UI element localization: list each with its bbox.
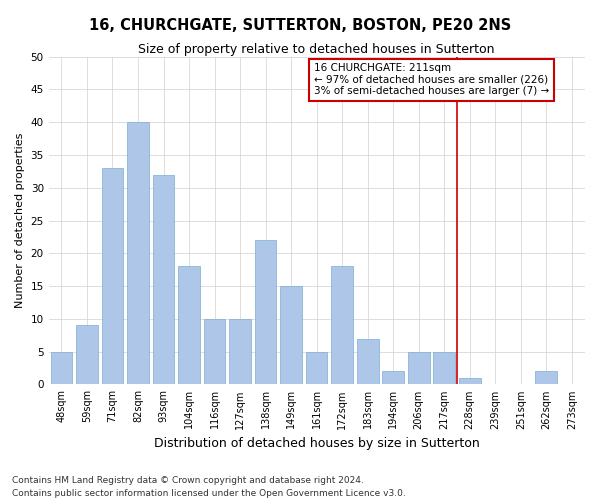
Bar <box>76 326 98 384</box>
Bar <box>152 174 175 384</box>
Bar <box>382 372 404 384</box>
Text: 16 CHURCHGATE: 211sqm
← 97% of detached houses are smaller (226)
3% of semi-deta: 16 CHURCHGATE: 211sqm ← 97% of detached … <box>314 63 549 96</box>
Bar <box>178 266 200 384</box>
Bar <box>50 352 72 384</box>
Bar <box>101 168 124 384</box>
Bar <box>280 286 302 384</box>
Bar <box>127 122 149 384</box>
Bar <box>408 352 430 384</box>
Bar <box>203 319 226 384</box>
Bar <box>229 319 251 384</box>
Bar <box>535 372 557 384</box>
Bar <box>433 352 455 384</box>
Text: Contains HM Land Registry data © Crown copyright and database right 2024.
Contai: Contains HM Land Registry data © Crown c… <box>12 476 406 498</box>
Bar <box>357 338 379 384</box>
Y-axis label: Number of detached properties: Number of detached properties <box>15 133 25 308</box>
Title: Size of property relative to detached houses in Sutterton: Size of property relative to detached ho… <box>139 42 495 56</box>
Bar <box>459 378 481 384</box>
Bar <box>306 352 328 384</box>
Bar <box>331 266 353 384</box>
Bar <box>255 240 277 384</box>
X-axis label: Distribution of detached houses by size in Sutterton: Distribution of detached houses by size … <box>154 437 479 450</box>
Text: 16, CHURCHGATE, SUTTERTON, BOSTON, PE20 2NS: 16, CHURCHGATE, SUTTERTON, BOSTON, PE20 … <box>89 18 511 32</box>
